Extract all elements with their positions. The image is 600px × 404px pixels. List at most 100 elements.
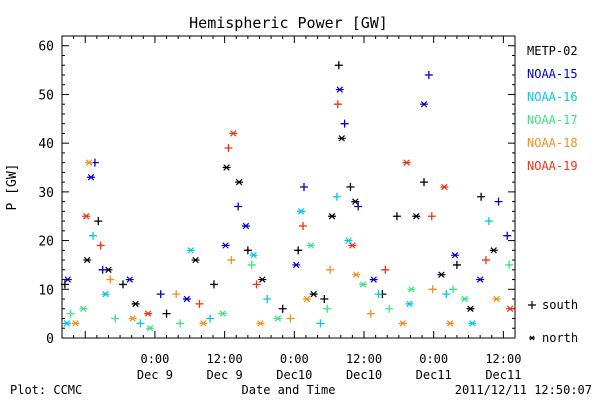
data-point-south [503, 231, 512, 240]
data-point-north [146, 325, 155, 332]
legend-entry: NOAA-15 [527, 67, 578, 81]
data-point-south [505, 260, 514, 269]
data-point-south [452, 260, 461, 269]
data-point-south [381, 265, 390, 274]
legend-south-label: south [542, 298, 578, 312]
data-point-north [85, 159, 94, 166]
legend-entry: NOAA-18 [527, 136, 578, 150]
data-point-south [316, 319, 325, 328]
data-point-south [424, 70, 433, 79]
data-point-north [62, 320, 71, 327]
data-point-north [398, 320, 407, 327]
data-point-north [407, 286, 416, 293]
data-point-south [278, 304, 287, 313]
data-point-south [494, 197, 503, 206]
data-point-north [476, 276, 485, 283]
data-point-north [466, 305, 475, 312]
x-tick-time-label: 0:00 [280, 352, 309, 366]
data-point-south [420, 178, 429, 187]
x-tick-time-label: 12:00 [207, 352, 243, 366]
data-point-north [256, 320, 265, 327]
data-point-north [221, 242, 230, 249]
x-tick-date-label: Dec10 [276, 368, 312, 382]
x-tick-date-label: Dec 9 [207, 368, 243, 382]
data-point-south [333, 100, 342, 109]
legend-entry: METP-02 [527, 44, 578, 58]
data-point-south [209, 280, 218, 289]
data-point-south [427, 212, 436, 221]
y-axis-label: P [GW] [5, 164, 20, 211]
x-tick-time-label: 12:00 [346, 352, 382, 366]
data-point-south [206, 314, 215, 323]
data-point-south [243, 246, 252, 255]
data-point-north [101, 290, 110, 298]
x-tick-time-label: 0:00 [140, 352, 169, 366]
legend-entry: NOAA-17 [527, 113, 578, 127]
data-point-south [195, 299, 204, 308]
data-point-north [306, 242, 315, 249]
data-point-north [71, 320, 80, 327]
data-point-north [437, 271, 446, 278]
data-point-south [332, 192, 341, 201]
data-point-north [369, 276, 378, 283]
data-point-south [156, 290, 165, 299]
data-point-south [334, 61, 343, 70]
data-point-south [172, 290, 181, 299]
data-point-north [182, 295, 191, 303]
data-point-north [446, 320, 455, 327]
data-point-north [492, 295, 501, 303]
data-point-north [79, 305, 88, 312]
data-point-north [83, 256, 92, 264]
data-point-south [247, 260, 256, 269]
data-point-south [66, 309, 75, 318]
data-point-north [191, 256, 200, 264]
data-point-south [106, 275, 115, 284]
x-tick-time-label: 0:00 [419, 352, 448, 366]
data-point-north [235, 178, 244, 186]
chart-title: Hemispheric Power [GW] [189, 14, 388, 32]
x-tick-date-label: Dec 9 [137, 368, 173, 382]
data-point-north [222, 164, 231, 171]
data-point-north [402, 159, 411, 166]
y-tick-label: 30 [38, 186, 54, 201]
x-axis-label: Date and Time [242, 383, 336, 397]
data-point-north [309, 290, 318, 298]
data-point-north [292, 261, 301, 269]
data-point-south [428, 285, 437, 294]
data-point-south [354, 202, 363, 211]
data-point-south [481, 256, 490, 265]
data-point-north [87, 174, 96, 181]
y-tick-label: 20 [38, 235, 54, 250]
data-point-south [111, 314, 120, 323]
data-point-south [299, 221, 308, 230]
legend-north-marker [529, 335, 535, 341]
data-point-south [323, 304, 332, 313]
data-point-north [131, 300, 140, 308]
data-point-north [335, 86, 344, 93]
data-point-north [144, 310, 153, 317]
data-point-south [94, 217, 103, 226]
data-point-north [359, 281, 368, 288]
data-point-north [450, 251, 459, 259]
y-tick-label: 40 [38, 137, 54, 152]
data-point-north [460, 295, 469, 303]
data-point-north [506, 305, 515, 312]
data-point-north [440, 183, 449, 191]
data-point-north [186, 247, 195, 254]
data-point-south [320, 295, 329, 304]
plot-credit: Plot: CCMC [10, 383, 82, 397]
data-point-north [125, 276, 134, 283]
data-point-north [489, 247, 498, 254]
y-tick-label: 60 [38, 40, 54, 55]
data-point-south [477, 192, 486, 201]
y-tick-label: 50 [38, 88, 54, 103]
data-point-north [412, 213, 421, 220]
data-point-south [234, 202, 243, 211]
data-point-south [118, 280, 127, 289]
data-point-south [346, 183, 355, 191]
data-point-south [392, 212, 401, 221]
data-point-south [263, 295, 272, 304]
